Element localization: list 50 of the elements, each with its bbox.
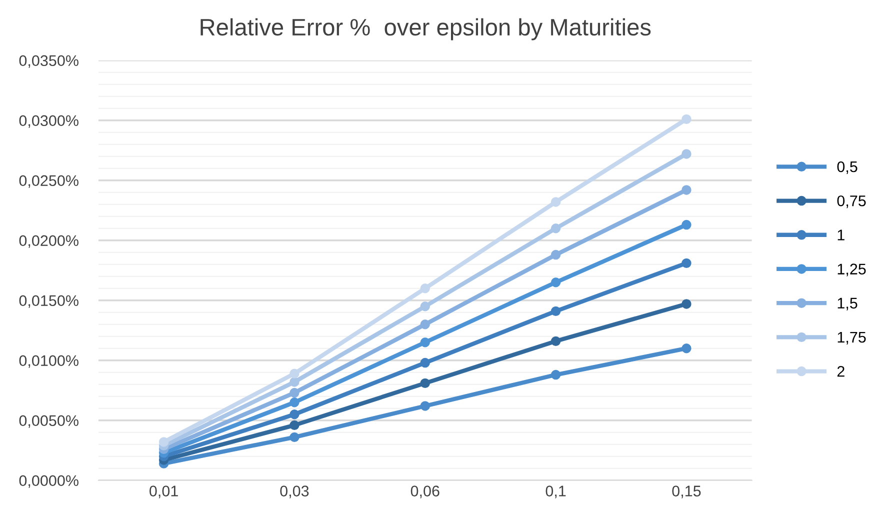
point xyxy=(550,336,561,346)
point xyxy=(290,420,300,430)
point xyxy=(420,302,430,312)
point xyxy=(550,224,561,234)
y-tick-label: 0,0150% xyxy=(19,295,78,308)
y-tick-label: 0,0250% xyxy=(19,175,78,188)
y-tick-label: 0,0000% xyxy=(19,475,78,488)
x-tick-label: 0,06 xyxy=(410,486,440,498)
point xyxy=(420,284,430,294)
legend-label: 1 xyxy=(838,230,844,240)
point xyxy=(682,299,692,309)
point xyxy=(550,370,561,380)
x-tick-label: 0,15 xyxy=(672,486,701,498)
point xyxy=(682,258,692,268)
y-tick-label: 0,0350% xyxy=(19,55,78,68)
legend-label: 0,75 xyxy=(837,195,866,208)
legend-label: 2 xyxy=(837,366,844,377)
point xyxy=(550,197,561,207)
point xyxy=(290,377,300,387)
legend-label: 1,75 xyxy=(838,332,866,344)
point xyxy=(550,250,561,260)
x-tick-label: 0,1 xyxy=(546,486,566,498)
point xyxy=(290,432,300,442)
chart-title: Relative Error % over epsilon by Maturities xyxy=(200,18,651,40)
y-tick-label: 0,0200% xyxy=(19,235,78,248)
x-tick-label: 0,03 xyxy=(280,486,309,498)
x-tick-label: 0,01 xyxy=(150,486,178,498)
point xyxy=(420,358,430,368)
point xyxy=(550,306,561,316)
point xyxy=(682,149,692,159)
y-tick-label: 0,0100% xyxy=(19,355,78,368)
point xyxy=(420,338,430,348)
y-tick-label: 0,0050% xyxy=(19,415,78,428)
point xyxy=(420,378,430,388)
point xyxy=(290,388,300,398)
point xyxy=(550,278,561,288)
y-tick-label: 0,0300% xyxy=(19,115,78,128)
point xyxy=(420,320,430,330)
point xyxy=(682,114,692,124)
legend-label: 1,5 xyxy=(838,298,858,310)
point xyxy=(682,344,692,354)
point xyxy=(682,185,692,195)
point xyxy=(290,398,300,408)
point xyxy=(290,368,300,378)
legend-label: 1,25 xyxy=(838,264,866,276)
point xyxy=(420,401,430,411)
point xyxy=(682,220,692,230)
point xyxy=(290,410,300,420)
point xyxy=(158,437,169,447)
legend-label: 0,5 xyxy=(837,161,858,174)
